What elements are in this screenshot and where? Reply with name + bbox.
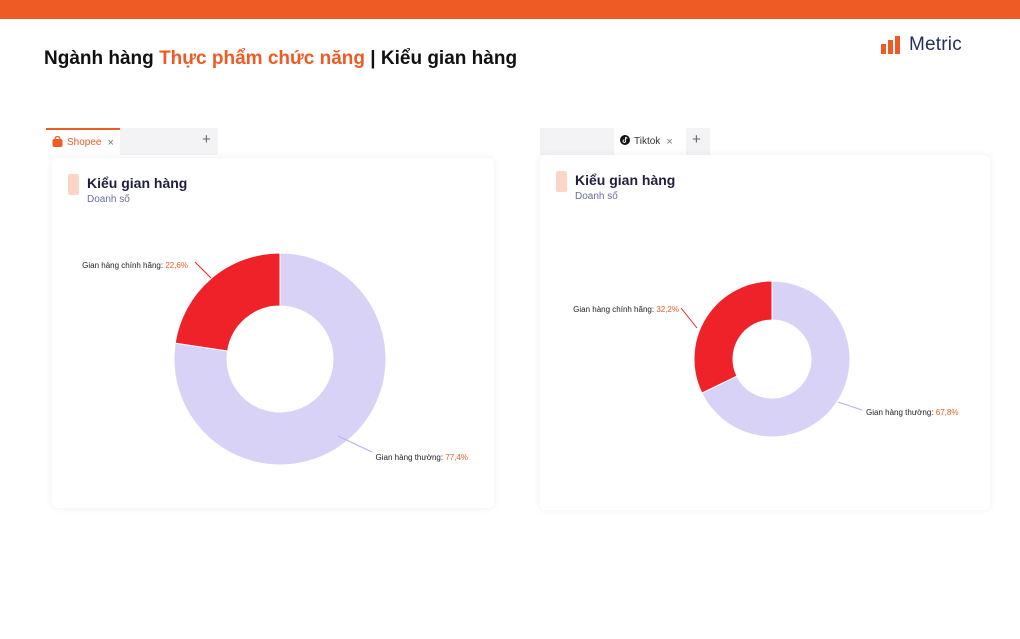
card-subtitle: Doanh số [87, 194, 130, 205]
label-connector [337, 435, 373, 453]
page-title: Ngành hàng Thực phẩm chức năng | Kiểu gi… [44, 48, 517, 70]
add-tab-button[interactable]: + [202, 131, 211, 148]
tab-shopee[interactable]: Shopee × [46, 128, 120, 155]
close-icon[interactable]: × [107, 136, 114, 149]
tab-label: Tiktok [634, 136, 661, 147]
donut-slice[interactable] [173, 252, 387, 466]
card-title: Kiểu gian hàng [575, 172, 676, 188]
slice-label: Gian hàng thường: 77,4% [376, 453, 468, 462]
donut-slice[interactable] [701, 280, 851, 438]
label-connector [837, 401, 863, 411]
tab-bar-tiktok: Tiktok × + [540, 128, 710, 155]
bar-chart-icon [881, 36, 900, 54]
card-accent [68, 174, 79, 195]
tiktok-note-icon [620, 135, 630, 148]
brand-name: Metric [909, 34, 962, 55]
donut-slice[interactable] [174, 252, 281, 352]
label-connector [194, 261, 212, 279]
slice-label: Gian hàng chính hãng: 22,6% [82, 261, 188, 270]
title-prefix: Ngành hàng [44, 48, 160, 69]
card-accent [556, 171, 567, 192]
label-connector [680, 307, 698, 329]
shopee-bag-icon [52, 135, 63, 150]
tab-bar-shopee: Shopee × + [46, 128, 218, 155]
top-accent-bar [0, 0, 1020, 19]
chart-card-tiktok: Kiểu gian hàng Doanh số [540, 155, 990, 510]
donut-slice[interactable] [693, 280, 773, 394]
close-icon[interactable]: × [666, 135, 673, 148]
card-subtitle: Doanh số [575, 191, 618, 202]
add-tab-button[interactable]: + [692, 131, 701, 148]
tab-label: Shopee [67, 137, 102, 148]
title-highlight: Thực phẩm chức năng [159, 48, 365, 69]
title-suffix: | Kiểu gian hàng [365, 48, 518, 69]
slice-label: Gian hàng chính hãng: 32,2% [573, 305, 679, 314]
card-title: Kiểu gian hàng [87, 175, 188, 191]
brand-logo: Metric [881, 34, 962, 56]
slice-label: Gian hàng thường: 67,8% [866, 408, 958, 417]
tab-tiktok[interactable]: Tiktok × [614, 128, 686, 155]
